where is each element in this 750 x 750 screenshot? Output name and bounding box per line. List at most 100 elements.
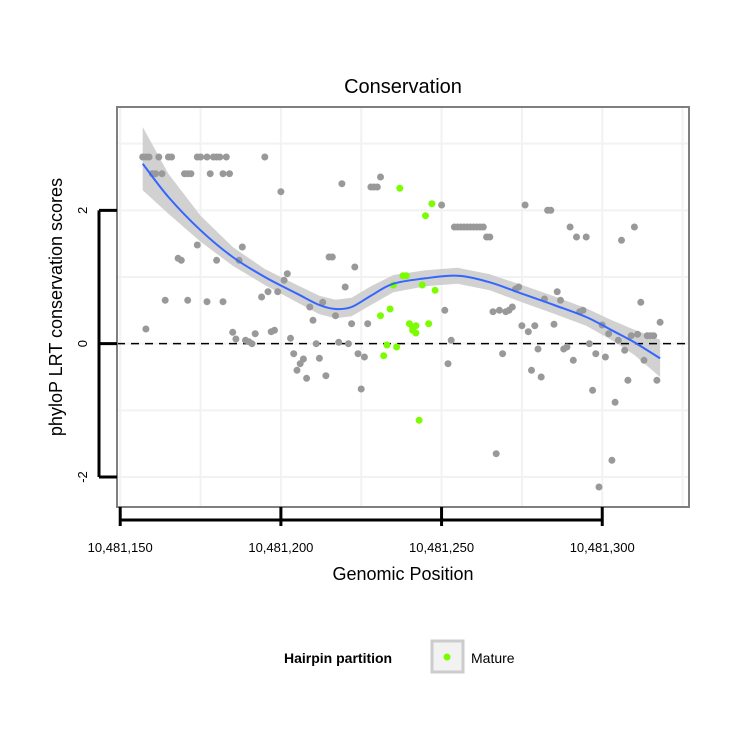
data-point-mature xyxy=(431,286,439,294)
data-point-other xyxy=(206,170,214,178)
data-point-other xyxy=(219,298,227,306)
data-point-other xyxy=(348,320,356,328)
data-point-other xyxy=(226,170,233,178)
y-axis: -2 0 2 xyxy=(75,207,117,483)
data-point-other xyxy=(184,296,192,304)
data-point-other xyxy=(627,332,635,340)
data-point-other xyxy=(438,201,446,209)
data-point-other xyxy=(650,332,658,340)
data-point-other xyxy=(332,312,339,320)
data-point-other xyxy=(203,153,211,161)
data-point-other xyxy=(547,206,555,214)
data-point-other xyxy=(248,340,256,348)
data-point-other xyxy=(444,360,452,368)
data-point-other xyxy=(595,483,603,491)
data-point-mature xyxy=(380,352,388,360)
data-point-other xyxy=(569,356,577,364)
data-point-other xyxy=(187,170,195,178)
y-tick-label: -2 xyxy=(75,471,90,483)
legend-key-mature xyxy=(443,653,451,661)
data-point-other xyxy=(277,188,285,196)
x-tick-label: 10,481,150 xyxy=(88,540,153,555)
data-point-other xyxy=(557,296,564,304)
data-point-other xyxy=(258,293,266,301)
data-point-other xyxy=(495,306,503,314)
data-point-other xyxy=(528,366,535,374)
data-point-other xyxy=(271,326,278,334)
data-point-other xyxy=(618,236,625,244)
data-point-other xyxy=(168,153,176,161)
data-point-mature xyxy=(402,272,410,280)
data-point-other xyxy=(592,350,600,358)
data-point-other xyxy=(605,330,613,338)
data-point-other xyxy=(287,334,294,342)
data-point-other xyxy=(216,153,224,161)
data-point-other xyxy=(624,376,632,384)
data-point-other xyxy=(219,170,227,178)
data-point-other xyxy=(197,153,205,161)
data-point-other xyxy=(145,153,153,161)
data-point-other xyxy=(537,373,545,381)
data-point-other xyxy=(354,350,362,358)
data-point-other xyxy=(351,263,359,271)
confidence-ribbon xyxy=(142,127,661,377)
data-point-other xyxy=(534,345,542,353)
data-point-other xyxy=(299,355,307,363)
data-point-mature xyxy=(396,184,404,192)
data-point-other xyxy=(309,316,317,324)
data-point-other xyxy=(177,256,185,264)
data-point-other xyxy=(531,322,539,330)
data-point-other xyxy=(303,374,311,382)
grid xyxy=(117,107,689,507)
data-point-mature xyxy=(422,212,429,220)
chart-title: Conservation xyxy=(344,76,462,98)
data-point-other xyxy=(274,288,282,296)
data-point-other xyxy=(338,180,346,188)
data-point-other xyxy=(213,256,221,264)
data-point-other xyxy=(238,243,246,251)
data-point-other xyxy=(203,298,211,306)
data-point-other xyxy=(640,356,648,364)
data-point-other xyxy=(290,350,298,358)
data-point-mature xyxy=(425,320,433,328)
mature-points xyxy=(377,184,439,424)
data-point-other xyxy=(582,233,590,241)
data-point-other xyxy=(518,322,526,330)
data-point-other xyxy=(524,328,532,336)
data-point-other xyxy=(515,283,523,291)
data-point-mature xyxy=(383,341,391,349)
data-point-other xyxy=(222,153,230,161)
data-point-other xyxy=(357,385,365,393)
data-point-other xyxy=(637,298,645,306)
data-point-other xyxy=(315,354,323,362)
data-point-other xyxy=(364,320,372,328)
confidence-ribbon-layer xyxy=(142,127,661,377)
data-point-other xyxy=(229,328,237,336)
data-point-other xyxy=(322,372,330,380)
data-point-other xyxy=(585,340,593,348)
data-point-other xyxy=(521,201,529,209)
data-point-mature xyxy=(393,343,401,351)
data-point-other xyxy=(579,306,587,314)
data-point-other xyxy=(232,335,240,343)
data-point-other xyxy=(608,456,616,464)
data-point-other xyxy=(312,340,320,348)
legend-title: Hairpin partition xyxy=(284,650,392,666)
legend: Hairpin partition Mature xyxy=(284,639,515,674)
data-point-other xyxy=(319,298,327,306)
data-point-mature xyxy=(409,323,417,331)
data-point-other xyxy=(492,450,500,458)
data-point-other xyxy=(479,223,487,231)
data-point-other xyxy=(158,170,166,178)
data-point-other xyxy=(508,303,516,311)
data-point-other xyxy=(306,303,314,311)
data-point-mature xyxy=(428,200,436,208)
x-tick-label: 10,481,250 xyxy=(409,540,474,555)
y-tick-label: 0 xyxy=(75,340,90,347)
data-point-other xyxy=(293,366,301,374)
data-point-mature xyxy=(412,329,420,337)
data-point-other xyxy=(264,288,272,296)
data-point-other xyxy=(360,353,368,361)
data-point-other xyxy=(161,296,169,304)
